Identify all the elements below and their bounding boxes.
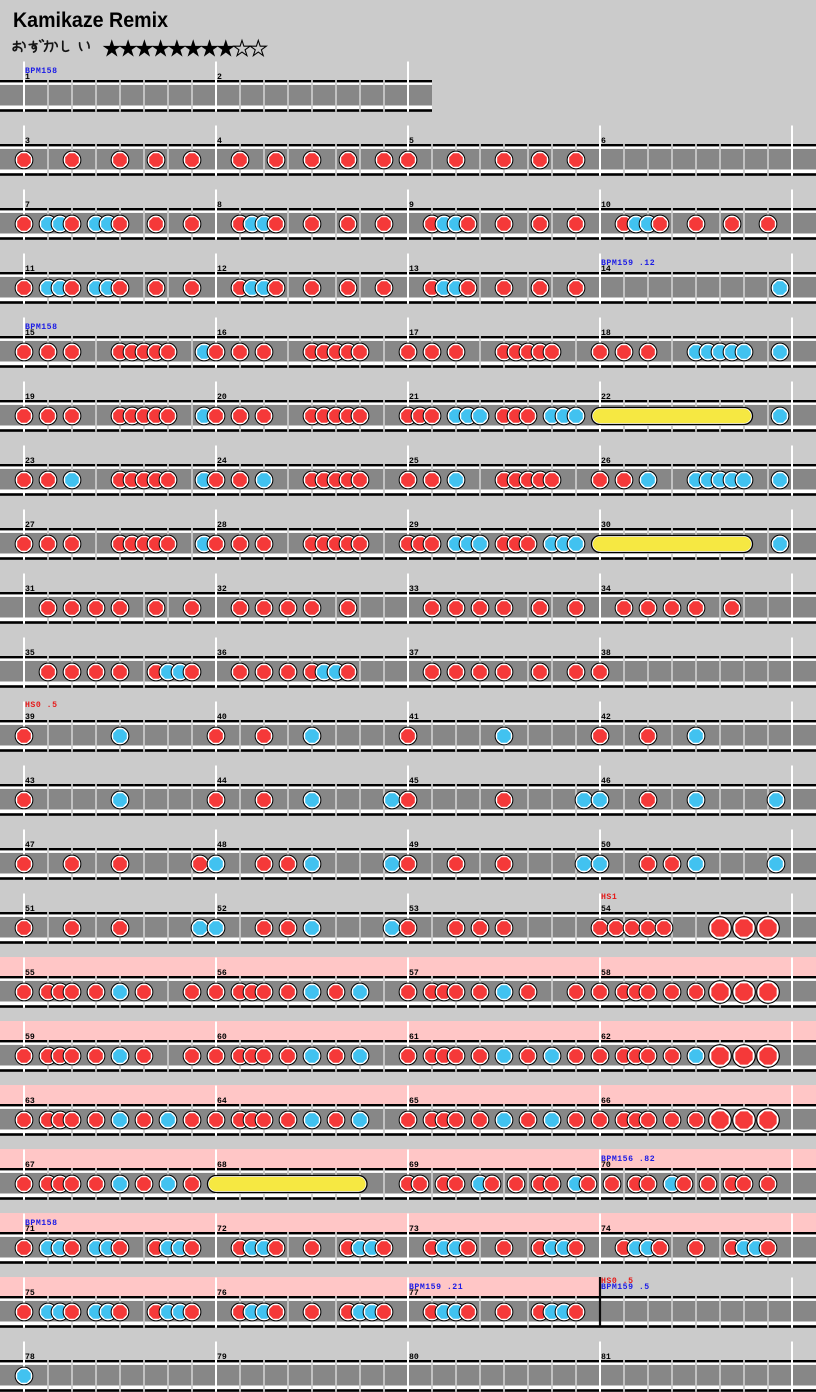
svg-text:6: 6 xyxy=(601,137,606,146)
svg-text:80: 80 xyxy=(409,1353,419,1362)
svg-text:BPM159 .21: BPM159 .21 xyxy=(409,1283,463,1292)
svg-text:58: 58 xyxy=(601,969,611,978)
svg-text:69: 69 xyxy=(409,1161,419,1170)
svg-text:2: 2 xyxy=(217,73,222,82)
svg-text:10: 10 xyxy=(601,201,611,210)
svg-text:BPM158: BPM158 xyxy=(25,323,57,332)
svg-text:73: 73 xyxy=(409,1225,419,1234)
svg-text:45: 45 xyxy=(409,777,419,786)
svg-text:44: 44 xyxy=(217,777,227,786)
svg-text:46: 46 xyxy=(601,777,611,786)
svg-text:38: 38 xyxy=(601,649,611,658)
svg-text:14: 14 xyxy=(601,265,611,274)
svg-text:30: 30 xyxy=(601,521,611,530)
svg-text:5: 5 xyxy=(409,137,414,146)
svg-text:53: 53 xyxy=(409,905,419,914)
svg-text:72: 72 xyxy=(217,1225,227,1234)
svg-text:12: 12 xyxy=(217,265,227,274)
svg-text:9: 9 xyxy=(409,201,414,210)
svg-text:64: 64 xyxy=(217,1097,227,1106)
svg-text:40: 40 xyxy=(217,713,227,722)
svg-text:BPM158: BPM158 xyxy=(25,67,57,76)
svg-text:32: 32 xyxy=(217,585,227,594)
svg-text:19: 19 xyxy=(25,393,35,402)
svg-text:76: 76 xyxy=(217,1289,227,1298)
svg-text:65: 65 xyxy=(409,1097,419,1106)
svg-text:BPM158: BPM158 xyxy=(25,1219,57,1228)
svg-text:66: 66 xyxy=(601,1097,611,1106)
svg-text:16: 16 xyxy=(217,329,227,338)
svg-text:33: 33 xyxy=(409,585,419,594)
svg-text:31: 31 xyxy=(25,585,35,594)
svg-text:13: 13 xyxy=(409,265,419,274)
svg-text:55: 55 xyxy=(25,969,35,978)
svg-text:15: 15 xyxy=(25,329,35,338)
svg-text:HS0 .5: HS0 .5 xyxy=(601,1277,633,1286)
svg-text:25: 25 xyxy=(409,457,419,466)
svg-text:34: 34 xyxy=(601,585,611,594)
svg-text:56: 56 xyxy=(217,969,227,978)
svg-text:27: 27 xyxy=(25,521,35,530)
svg-text:70: 70 xyxy=(601,1161,611,1170)
svg-text:35: 35 xyxy=(25,649,35,658)
svg-text:49: 49 xyxy=(409,841,419,850)
svg-text:4: 4 xyxy=(217,137,222,146)
svg-text:54: 54 xyxy=(601,905,611,914)
svg-text:18: 18 xyxy=(601,329,611,338)
svg-text:20: 20 xyxy=(217,393,227,402)
svg-text:BPM156 .82: BPM156 .82 xyxy=(601,1155,655,1164)
svg-text:71: 71 xyxy=(25,1225,35,1234)
svg-text:81: 81 xyxy=(601,1353,611,1362)
svg-text:37: 37 xyxy=(409,649,419,658)
svg-text:48: 48 xyxy=(217,841,227,850)
svg-text:22: 22 xyxy=(601,393,611,402)
svg-text:24: 24 xyxy=(217,457,227,466)
svg-text:29: 29 xyxy=(409,521,419,530)
svg-text:52: 52 xyxy=(217,905,227,914)
svg-text:36: 36 xyxy=(217,649,227,658)
svg-text:7: 7 xyxy=(25,201,30,210)
svg-text:39: 39 xyxy=(25,713,35,722)
svg-text:47: 47 xyxy=(25,841,35,850)
svg-text:28: 28 xyxy=(217,521,227,530)
svg-text:HS1: HS1 xyxy=(601,893,617,902)
svg-text:21: 21 xyxy=(409,393,419,402)
svg-text:62: 62 xyxy=(601,1033,611,1042)
svg-text:74: 74 xyxy=(601,1225,611,1234)
svg-text:63: 63 xyxy=(25,1097,35,1106)
svg-text:79: 79 xyxy=(217,1353,227,1362)
svg-text:3: 3 xyxy=(25,137,30,146)
svg-text:60: 60 xyxy=(217,1033,227,1042)
svg-text:61: 61 xyxy=(409,1033,419,1042)
svg-text:77: 77 xyxy=(409,1289,419,1298)
svg-text:78: 78 xyxy=(25,1353,35,1362)
svg-text:8: 8 xyxy=(217,201,222,210)
svg-text:51: 51 xyxy=(25,905,35,914)
svg-text:Kamikaze Remix: Kamikaze Remix xyxy=(13,9,168,32)
svg-text:50: 50 xyxy=(601,841,611,850)
svg-text:BPM159 .5: BPM159 .5 xyxy=(601,1283,650,1292)
svg-text:59: 59 xyxy=(25,1033,35,1042)
svg-text:BPM159 .12: BPM159 .12 xyxy=(601,259,655,268)
svg-text:68: 68 xyxy=(217,1161,227,1170)
svg-text:57: 57 xyxy=(409,969,419,978)
svg-text:HS0 .5: HS0 .5 xyxy=(25,701,57,710)
svg-text:43: 43 xyxy=(25,777,35,786)
svg-text:75: 75 xyxy=(25,1289,35,1298)
svg-text:17: 17 xyxy=(409,329,419,338)
svg-text:23: 23 xyxy=(25,457,35,466)
svg-text:67: 67 xyxy=(25,1161,35,1170)
svg-text:26: 26 xyxy=(601,457,611,466)
svg-text:11: 11 xyxy=(25,265,35,274)
svg-text:42: 42 xyxy=(601,713,611,722)
svg-text:41: 41 xyxy=(409,713,419,722)
svg-text:1: 1 xyxy=(25,73,30,82)
